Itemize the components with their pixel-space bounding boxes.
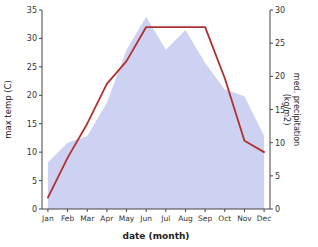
y2-tick [270,10,273,11]
y-axis-label: max temp (C) [3,80,13,139]
y2-tick [270,209,273,210]
y2-axis-label-line: (kg/m2) [282,94,291,126]
y2-tick-label: 30 [275,6,285,15]
x-tick-label: Jan [41,214,54,223]
x-tick-label: May [119,214,135,223]
y-tick [39,152,42,153]
x-axis-label: date (month) [123,231,190,241]
x-tick [87,209,88,212]
y2-tick [270,142,273,143]
x-tick [67,209,68,212]
y-tick-label: 10 [27,148,37,157]
y-tick-label: 15 [27,120,37,129]
y-tick-label: 25 [27,63,37,72]
precipitation-area [48,17,264,209]
x-tick [106,209,107,212]
x-tick [126,209,127,212]
y-tick-label: 30 [27,34,37,43]
y-tick-label: 5 [32,177,37,186]
x-tick-label: Aug [178,214,193,223]
y-tick-label: 35 [27,6,37,15]
temperature-line [48,27,264,198]
x-tick-label: Jul [160,214,170,223]
y2-tick-label: 5 [275,172,280,181]
x-axis-line [42,209,270,210]
y-tick [39,10,42,11]
y2-tick-label: 25 [275,39,285,48]
y-tick [39,66,42,67]
y-tick [39,180,42,181]
y-axis-line [42,10,43,209]
y-tick [39,209,42,210]
x-tick [244,209,245,212]
chart: 05101520253035051015202530JanFebMarAprMa… [0,0,318,247]
x-tick [146,209,147,212]
y2-tick-label: 0 [275,205,280,214]
y2-axis-label: med. precipitation(kg/m2) [282,73,301,146]
y-tick [39,95,42,96]
x-tick-label: Dec [257,214,272,223]
y2-tick-label: 10 [275,139,285,148]
y-tick-label: 20 [27,91,37,100]
y2-tick [270,109,273,110]
x-tick [264,209,265,212]
x-tick-label: Nov [237,214,252,223]
x-tick-label: Mar [80,214,95,223]
x-tick [224,209,225,212]
y-tick-label: 0 [32,205,37,214]
x-tick-label: Sep [198,214,212,223]
plot-area [48,17,264,209]
y2-tick [270,175,273,176]
x-tick [185,209,186,212]
x-tick-label: Jun [139,214,152,223]
x-tick-label: Apr [100,214,114,223]
x-tick-label: Feb [61,214,75,223]
y2-tick [270,76,273,77]
x-tick [47,209,48,212]
x-tick [205,209,206,212]
y-tick [39,38,42,39]
y2-tick [270,43,273,44]
x-tick-label: Oct [218,214,231,223]
y2-tick-label: 20 [275,72,285,81]
x-tick [165,209,166,212]
y-tick [39,123,42,124]
y2-axis-label-line: med. precipitation [292,73,301,146]
